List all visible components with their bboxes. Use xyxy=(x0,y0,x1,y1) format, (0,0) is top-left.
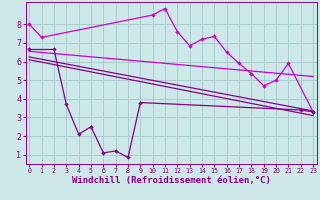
X-axis label: Windchill (Refroidissement éolien,°C): Windchill (Refroidissement éolien,°C) xyxy=(72,176,271,185)
